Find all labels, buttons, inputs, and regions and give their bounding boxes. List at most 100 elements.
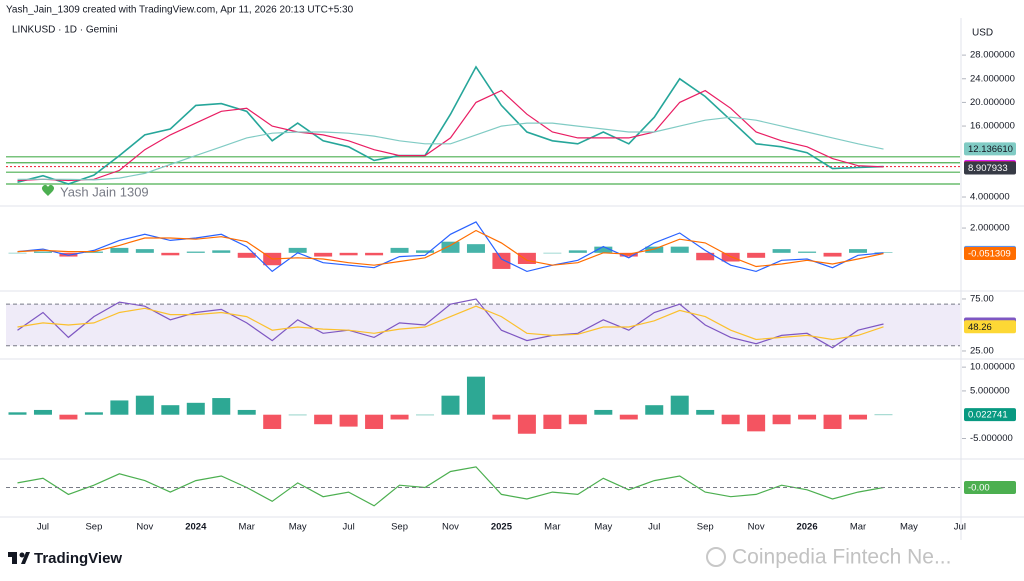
x-tick-label: 2024 (185, 522, 207, 533)
histogram-bar (823, 414, 842, 429)
histogram-bar (492, 252, 511, 269)
histogram-bar (33, 409, 52, 415)
histogram-bar (747, 252, 766, 258)
y-tick-label: -5.000000 (970, 433, 1013, 444)
histogram-bar (33, 251, 52, 253)
histogram-bar (110, 247, 129, 253)
x-tick-label: Sep (391, 522, 408, 533)
histogram-bar (212, 398, 231, 415)
x-tick-label: Jul (648, 522, 660, 533)
histogram-bar (339, 252, 358, 256)
histogram-bar (390, 247, 409, 253)
histogram-bar (874, 414, 893, 416)
histogram-bar (772, 414, 791, 425)
histogram-bar (466, 244, 485, 253)
signature: Yash Jain 1309 (60, 184, 149, 199)
histogram-bar (288, 414, 307, 416)
series-line (17, 466, 884, 507)
x-tick-label: May (289, 522, 307, 533)
x-tick-label: Nov (748, 522, 765, 533)
histogram-bar (823, 252, 842, 257)
histogram-bar (619, 414, 638, 420)
watermark-icon (706, 547, 726, 567)
histogram-bar (8, 412, 27, 415)
histogram-bar (772, 249, 791, 253)
histogram-bar (186, 402, 205, 415)
histogram-bar (798, 414, 817, 420)
price-label-box (964, 481, 1016, 494)
price-label: 0.022741 (968, 410, 1008, 421)
histogram-bar (568, 414, 587, 425)
logo-part (19, 552, 25, 558)
histogram-bar (314, 414, 333, 425)
x-tick-label: May (900, 522, 918, 533)
currency: USD (972, 28, 993, 39)
histogram-bar (416, 250, 435, 253)
histogram-bar (543, 252, 562, 254)
x-tick-label: Nov (442, 522, 459, 533)
histogram-bar (441, 395, 460, 415)
y-tick-label: 5.000000 (970, 385, 1010, 396)
histogram-bar (314, 252, 333, 257)
histogram-bar (416, 414, 435, 416)
histogram-bar (212, 250, 231, 253)
brand: TradingView (34, 550, 122, 567)
y-tick-label: 75.00 (970, 293, 994, 304)
histogram-bar (670, 395, 689, 415)
x-tick-label: Jul (37, 522, 49, 533)
price-label: 8.907933 (968, 163, 1008, 174)
y-tick-label: 10.000000 (970, 362, 1015, 373)
histogram-bar (84, 251, 103, 253)
series-line (17, 305, 884, 341)
y-tick-label: 4.000000 (970, 192, 1010, 203)
histogram-bar (365, 414, 384, 429)
x-tick-label: Mar (850, 522, 866, 533)
y-tick-label: 16.000000 (970, 121, 1015, 132)
histogram-bar (84, 412, 103, 415)
pane: 28.000000 24.000000 20.000000 16.000000 4.00… (6, 50, 1016, 203)
histogram-bar (849, 414, 868, 420)
histogram-bar (135, 249, 154, 253)
y-tick-label: 2.000000 (970, 223, 1010, 234)
histogram-bar (594, 246, 613, 253)
histogram-bar (492, 414, 511, 420)
y-tick-label: 25.00 (970, 345, 994, 356)
histogram-bar (110, 400, 129, 415)
series-line (17, 298, 884, 349)
histogram-bar (161, 405, 180, 415)
price-label-box (964, 408, 1016, 422)
watermark: Coinpedia Fintech Ne... (732, 546, 951, 569)
tradingview-logo (8, 552, 30, 564)
histogram-bar (263, 414, 282, 429)
symbol: LINKUSD · 1D · Gemini (12, 25, 118, 36)
histogram-bar (696, 409, 715, 415)
x-tick-label: May (594, 522, 612, 533)
histogram-bar (721, 414, 740, 425)
histogram-bar (798, 251, 817, 253)
x-tick-label: Nov (136, 522, 153, 533)
histogram-bar (186, 251, 205, 253)
pane: -0.00 (6, 466, 1016, 507)
series-line (17, 116, 884, 181)
price-label: 48.26 (968, 322, 992, 333)
histogram-bar (568, 250, 587, 253)
histogram-bar (339, 414, 358, 427)
histogram-bar (645, 246, 664, 253)
x-tick-label: Mar (239, 522, 255, 533)
histogram-bar (161, 252, 180, 256)
histogram-bar (670, 246, 689, 253)
histogram-bar (517, 252, 536, 264)
x-tick-label: Mar (544, 522, 560, 533)
x-tick-label: 2026 (796, 522, 817, 533)
pane: 10.000000 5.000000 -5.000000 0.022741 (8, 362, 1016, 444)
heart-icon (41, 184, 55, 196)
y-tick-label: 24.000000 (970, 73, 1015, 84)
x-tick-label: Jul (954, 522, 966, 533)
y-tick-label: 20.000000 (970, 97, 1015, 108)
x-tick-label: Sep (85, 522, 102, 533)
histogram-bar (365, 252, 384, 256)
x-tick-label: Jul (343, 522, 355, 533)
credit: Yash_Jain_1309 created with TradingView.… (6, 5, 354, 16)
